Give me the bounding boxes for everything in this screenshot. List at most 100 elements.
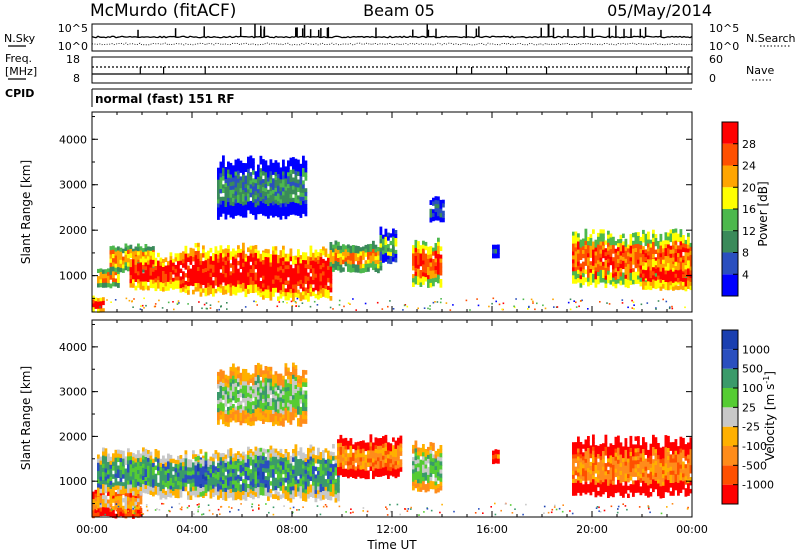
velocity-echo-cell (189, 471, 193, 476)
velocity-echo-cell (204, 464, 208, 469)
velocity-echo-cell (644, 479, 648, 484)
power-echo-cell (194, 271, 198, 276)
velocity-echo-cell (582, 488, 585, 493)
velocity-echo-cell (412, 461, 415, 466)
power-echo-cell (414, 251, 418, 257)
velocity-echo-cell (254, 459, 258, 464)
velocity-echo-cell (362, 473, 365, 479)
velocity-echo-cell (609, 487, 613, 493)
velocity-echo-cell (119, 450, 123, 455)
velocity-echo-cell (262, 448, 265, 453)
power-echo-cell (269, 179, 273, 184)
velocity-echo-cell (134, 491, 138, 497)
power-echo-cell (319, 257, 323, 262)
power-echo-cell (624, 274, 628, 280)
velocity-echo-cell (627, 466, 630, 471)
velocity-echo-cell (679, 444, 683, 450)
velocity-echo-cell (249, 457, 253, 462)
velocity-echo-cell (392, 472, 395, 477)
velocity-echo-cell (382, 440, 385, 445)
power-echo-cell (252, 182, 255, 187)
power-echo-cell (614, 268, 618, 273)
velocity-echo-cell (609, 467, 613, 472)
power-echo-cell (117, 254, 120, 260)
power-echo-cell (304, 172, 308, 177)
velocity-echo-cell (357, 472, 360, 477)
power-echo-cell (212, 256, 215, 262)
power-echo-cell (292, 210, 295, 215)
velocity-echo-cell (187, 491, 190, 496)
velocity-echo-cell (212, 488, 215, 494)
velocity-echo-cell (372, 442, 375, 447)
power-echo-cell (427, 283, 430, 288)
power-noise-point (294, 301, 297, 303)
power-echo-cell (269, 167, 273, 172)
velocity-echo-cell (347, 461, 350, 466)
velocity-echo-cell (242, 451, 245, 457)
velocity-echo-cell (162, 463, 165, 469)
velocity-echo-cell (657, 451, 660, 456)
velocity-echo-cell (652, 483, 655, 489)
velocity-echo-cell (237, 494, 240, 500)
power-noise-point (544, 307, 547, 310)
velocity-echo-cell (132, 472, 135, 477)
velocity-echo-cell (144, 469, 148, 474)
velocity-echo-cell (234, 476, 238, 481)
power-echo-cell (602, 265, 605, 271)
power-echo-cell (139, 285, 143, 290)
velocity-echo-cell (99, 503, 103, 508)
velocity-echo-cell (642, 441, 645, 446)
power-echo-cell (197, 262, 200, 268)
power-echo-cell (162, 279, 165, 284)
velocity-echo-cell (379, 464, 383, 470)
power-echo-cell (332, 244, 335, 249)
velocity-echo-cell (129, 468, 133, 473)
velocity-echo-cell (389, 455, 393, 460)
power-echo-cell (432, 201, 435, 206)
velocity-echo-cell (434, 458, 438, 463)
power-echo-cell (272, 283, 275, 289)
velocity-echo-cell (639, 474, 643, 479)
power-noise-point (567, 301, 570, 304)
power-echo-cell (642, 258, 645, 263)
velocity-echo-cell (279, 473, 283, 479)
power-echo-cell (384, 240, 388, 246)
velocity-echo-cell (194, 457, 198, 462)
power-echo-cell (234, 203, 238, 208)
power-echo-cell (282, 245, 285, 251)
velocity-echo-cell (659, 463, 663, 468)
power-echo-cell (659, 279, 663, 284)
power-echo-cell (244, 284, 248, 290)
power-echo-cell (227, 189, 230, 195)
power-echo-cell (249, 205, 253, 210)
velocity-echo-cell (592, 475, 595, 480)
power-echo-cell (237, 284, 240, 289)
power-echo-cell (689, 278, 693, 283)
power-echo-cell (687, 240, 690, 246)
velocity-echo-cell (304, 485, 308, 490)
velocity-echo-cell (202, 491, 205, 496)
power-echo-cell (224, 167, 228, 172)
velocity-echo-cell (269, 445, 273, 450)
power-echo-cell (324, 281, 328, 286)
velocity-echo-cell (622, 450, 625, 455)
velocity-echo-cell (97, 508, 100, 513)
velocity-echo-cell (289, 494, 293, 499)
power-echo-cell (624, 282, 628, 288)
power-echo-cell (319, 249, 323, 254)
velocity-echo-cell (274, 490, 278, 495)
power-echo-cell (232, 210, 235, 215)
velocity-echo-cell (174, 485, 178, 490)
velocity-echo-cell (112, 509, 115, 515)
velocity-echo-cell (252, 479, 255, 484)
power-echo-cell (374, 260, 378, 265)
velocity-echo-cell (327, 458, 330, 464)
velocity-echo-cell (222, 484, 225, 489)
velocity-echo-cell (582, 444, 585, 449)
velocity-echo-cell (104, 476, 108, 482)
power-echo-cell (664, 285, 668, 291)
power-echo-cell (429, 200, 433, 205)
velocity-echo-cell (414, 448, 418, 453)
power-echo-cell (282, 276, 285, 281)
power-echo-cell (167, 269, 170, 275)
